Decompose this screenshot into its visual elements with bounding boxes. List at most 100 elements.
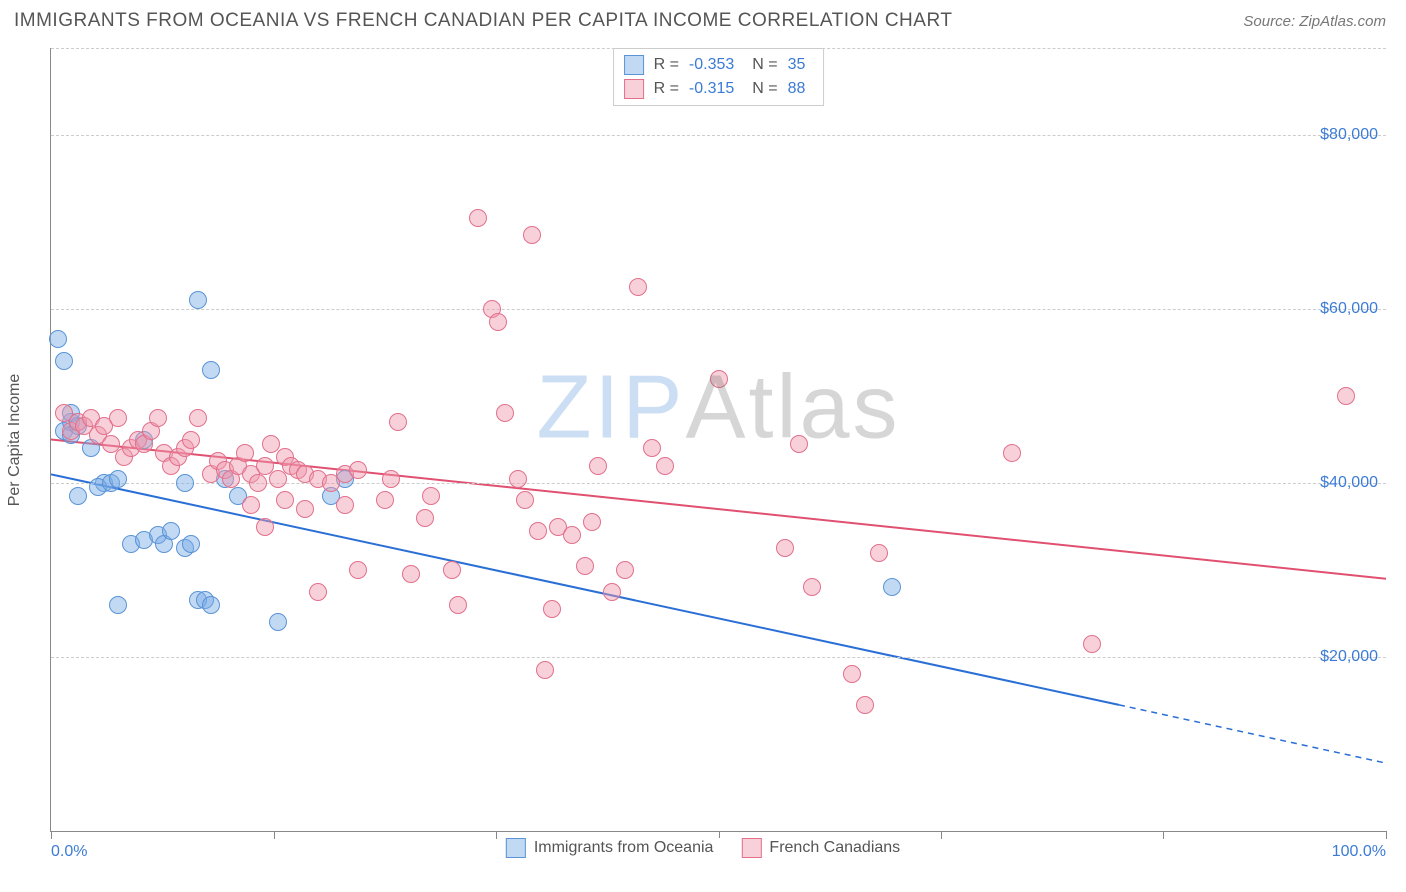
x-tick-label: 100.0% (1332, 843, 1386, 861)
x-tick (1163, 831, 1164, 839)
data-point (189, 291, 207, 309)
data-point (603, 583, 621, 601)
source-label: Source: (1243, 13, 1299, 30)
series-legend: Immigrants from Oceania French Canadians (498, 838, 908, 858)
data-point (523, 226, 541, 244)
data-point (349, 461, 367, 479)
data-point (162, 522, 180, 540)
data-point (189, 409, 207, 427)
legend-r-label: R = (654, 77, 679, 101)
chart-title: IMMIGRANTS FROM OCEANIA VS FRENCH CANADI… (14, 10, 952, 32)
legend-n-value: 35 (788, 53, 806, 77)
x-tick-label: 0.0% (51, 843, 87, 861)
data-point (776, 539, 794, 557)
legend-series-item: French Canadians (741, 838, 900, 858)
trend-line-extrapolated (1119, 705, 1386, 763)
legend-n-label: N = (752, 53, 777, 77)
data-point (856, 696, 874, 714)
data-point (469, 209, 487, 227)
source-attribution: Source: ZipAtlas.com (1243, 13, 1386, 30)
data-point (616, 561, 634, 579)
legend-swatch (506, 838, 526, 858)
data-point (449, 596, 467, 614)
legend-r-label: R = (654, 53, 679, 77)
data-point (843, 665, 861, 683)
data-point (883, 578, 901, 596)
data-point (629, 278, 647, 296)
trend-line (51, 474, 1119, 705)
data-point (589, 457, 607, 475)
y-tick-label: $60,000 (1320, 300, 1378, 318)
data-point (516, 491, 534, 509)
gridline (51, 309, 1386, 310)
legend-series-item: Immigrants from Oceania (506, 838, 714, 858)
data-point (443, 561, 461, 579)
legend-swatch (624, 79, 644, 99)
legend-stat-row: R =-0.353N =35 (624, 53, 814, 77)
data-point (496, 404, 514, 422)
gridline (51, 657, 1386, 658)
legend-series-label: Immigrants from Oceania (534, 839, 714, 857)
y-tick-label: $80,000 (1320, 126, 1378, 144)
data-point (389, 413, 407, 431)
data-point (249, 474, 267, 492)
data-point (509, 470, 527, 488)
data-point (256, 518, 274, 536)
x-tick (1386, 831, 1387, 839)
data-point (422, 487, 440, 505)
data-point (269, 613, 287, 631)
legend-series-label: French Canadians (769, 839, 900, 857)
data-point (576, 557, 594, 575)
data-point (643, 439, 661, 457)
data-point (529, 522, 547, 540)
legend-swatch (741, 838, 761, 858)
data-point (416, 509, 434, 527)
y-tick-label: $40,000 (1320, 474, 1378, 492)
data-point (202, 361, 220, 379)
data-point (382, 470, 400, 488)
y-tick-label: $20,000 (1320, 648, 1378, 666)
data-point (176, 474, 194, 492)
gridline (51, 135, 1386, 136)
data-point (336, 496, 354, 514)
legend-n-value: 88 (788, 77, 806, 101)
data-point (656, 457, 674, 475)
legend-r-value: -0.315 (689, 77, 734, 101)
data-point (269, 470, 287, 488)
data-point (583, 513, 601, 531)
data-point (1003, 444, 1021, 462)
data-point (236, 444, 254, 462)
data-point (563, 526, 581, 544)
legend-stat-row: R = -0.315 N = 88 (624, 77, 814, 101)
data-point (1083, 635, 1101, 653)
data-point (870, 544, 888, 562)
data-point (49, 330, 67, 348)
data-point (790, 435, 808, 453)
scatter-chart: Per Capita Income ZIPAtlas R =-0.353N =3… (50, 48, 1386, 832)
trend-lines-layer (51, 48, 1386, 831)
data-point (402, 565, 420, 583)
data-point (202, 596, 220, 614)
data-point (296, 500, 314, 518)
data-point (309, 583, 327, 601)
data-point (109, 596, 127, 614)
data-point (55, 352, 73, 370)
legend-n-label: N = (752, 77, 777, 101)
data-point (69, 487, 87, 505)
data-point (182, 431, 200, 449)
data-point (710, 370, 728, 388)
data-point (182, 535, 200, 553)
x-tick (51, 831, 52, 839)
legend-swatch (624, 55, 644, 75)
data-point (543, 600, 561, 618)
data-point (536, 661, 554, 679)
chart-header: IMMIGRANTS FROM OCEANIA VS FRENCH CANADI… (0, 0, 1406, 38)
data-point (489, 313, 507, 331)
data-point (242, 496, 260, 514)
data-point (109, 470, 127, 488)
data-point (803, 578, 821, 596)
x-tick (496, 831, 497, 839)
data-point (276, 491, 294, 509)
x-tick (941, 831, 942, 839)
correlation-legend: R =-0.353N =35R =-0.315N =88 (613, 48, 825, 106)
